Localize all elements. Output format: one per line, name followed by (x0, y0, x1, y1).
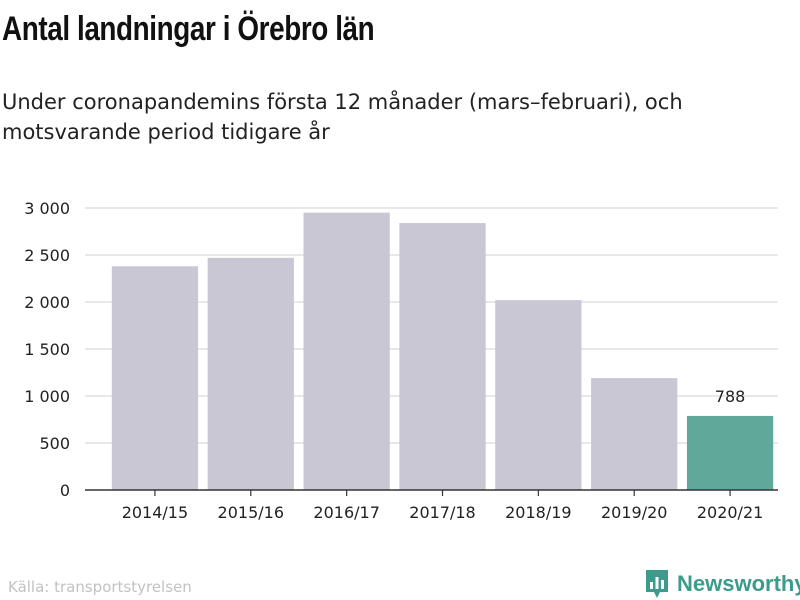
bar-chart-speech-bubble-icon (646, 570, 668, 598)
x-tick-label: 2018/19 (505, 503, 571, 522)
x-tick-label: 2017/18 (409, 503, 475, 522)
y-tick-label: 3 000 (24, 199, 70, 218)
y-tick-label: 0 (60, 481, 70, 500)
data-label: 788 (715, 387, 746, 406)
brand-name: Newsworthy (677, 571, 800, 596)
y-tick-label: 2 500 (24, 246, 70, 265)
y-tick-label: 1 500 (24, 340, 70, 359)
bar (207, 257, 294, 490)
x-tick-label: 2014/15 (122, 503, 188, 522)
y-tick-label: 500 (39, 434, 70, 453)
bar (303, 212, 390, 490)
chart-subtitle: Under coronapandemins första 12 månader … (2, 90, 683, 144)
x-tick-label: 2016/17 (313, 503, 379, 522)
y-tick-label: 2 000 (24, 293, 70, 312)
x-tick-label: 2019/20 (601, 503, 667, 522)
x-tick-label: 2015/16 (218, 503, 284, 522)
x-tick-label: 2020/21 (697, 503, 763, 522)
brand-logo: Newsworthy (644, 568, 800, 600)
bar (111, 266, 199, 490)
bar (399, 223, 486, 490)
bar-chart: 0 500 1 000 1 500 2 000 2 500 3 000 2014/15 2015… (24, 199, 778, 522)
source-note: Källa: transportstyrelsen (8, 578, 192, 596)
y-tick-label: 1 000 (24, 387, 70, 406)
bar (495, 300, 582, 490)
bar (686, 415, 774, 490)
chart-title: Antal landningar i Örebro län (2, 10, 375, 48)
bar (591, 378, 678, 490)
